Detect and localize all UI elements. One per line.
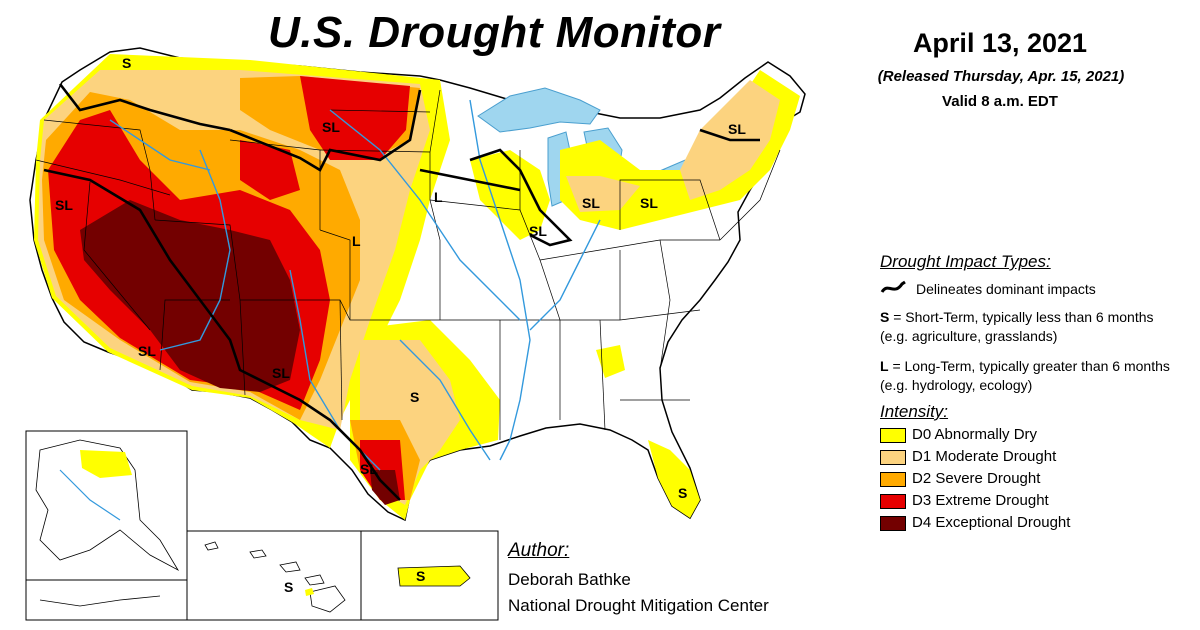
map-label-sl-new-england: SL [728,121,746,137]
legend-d0: D0 Abnormally Dry [880,426,1180,446]
intensity-heading: Intensity: [880,402,949,421]
map-label-s-florida: S [678,485,687,501]
d1-michigan [566,176,640,212]
map-label-sl-arizona: SL [138,343,156,359]
legend-swatch-d2 [880,472,906,487]
author-organization: National Drought Mitigation Center [508,596,769,615]
short-term-legend: S = Short-Term, typically less than 6 mo… [880,308,1180,346]
d0-upper-midwest [470,150,550,240]
long-term-letter: L [880,358,889,374]
map-label-sl-new-york: SL [640,195,658,211]
valid-time: Valid 8 a.m. EDT [942,93,1058,110]
d4-southwest [80,200,300,392]
impact-line-icon [880,280,906,293]
legend-label-d4: D4 Exceptional Drought [912,514,1071,531]
alaska-inset [25,430,188,621]
d0-southeast [596,345,625,378]
rivers [109,99,601,471]
release-date: (Released Thursday, Apr. 15, 2021) [877,68,1125,85]
impact-delineation-text: Delineates dominant impacts [916,281,1096,297]
map-date: April 13, 2021 [912,28,1088,58]
impact-lines [43,83,760,501]
legend-label-d2: D2 Severe Drought [912,470,1041,487]
legend-swatch-d1 [880,450,906,465]
map-label-l-nebraska: L [352,233,361,249]
d4-areas [80,200,400,505]
short-term-letter: S [880,309,890,325]
map-label-sl-illinois: SL [529,223,547,239]
hawaii-inset: S [186,530,362,621]
long-term-legend: L = Long-Term, typically greater than 6 … [880,357,1180,395]
legend-d2: D2 Severe Drought [880,470,1180,490]
legend-swatch-d3 [880,494,906,509]
legend-label-d3: D3 Extreme Drought [912,492,1049,509]
map-label-s-oklahoma: S [410,389,419,405]
legend-d4: D4 Exceptional Drought [880,514,1180,534]
legend-swatch-d4 [880,516,906,531]
impact-delineation-legend: Delineates dominant impacts [880,278,1160,300]
puerto-rico-inset: S [360,530,499,621]
d0-florida [648,440,700,518]
map-label-sl-new-mexico: SL [272,365,290,381]
author-heading: Author: [508,540,570,561]
legend-swatch-d0 [880,428,906,443]
long-term-text: = Long-Term, typically greater than 6 mo… [880,358,1170,393]
impact-types-heading: Drought Impact Types: [880,252,1051,271]
map-label-s-puerto-rico: S [416,568,425,584]
map-label-sl-texas: SL [360,461,378,477]
map-label-sl-oregon: SL [55,197,73,213]
d4-south-texas [370,470,400,505]
map-label-l-minnesota: L [434,189,443,205]
d3-wyoming [240,140,300,200]
legend-d1: D1 Moderate Drought [880,448,1180,468]
map-label-sl-michigan: SL [582,195,600,211]
map-label-s-hawaii: S [284,579,293,595]
legend-label-d0: D0 Abnormally Dry [912,426,1038,443]
author-name: Deborah Bathke [508,570,631,589]
legend-d3: D3 Extreme Drought [880,492,1180,512]
legend-label-d1: D1 Moderate Drought [912,448,1057,465]
map-label-s-montana: S [122,55,131,71]
map-label-sl-north-dakota: SL [322,119,340,135]
short-term-text: = Short-Term, typically less than 6 mont… [880,309,1154,344]
d3-north-dakota [300,76,410,160]
map-title: U.S. Drought Monitor [268,8,721,57]
